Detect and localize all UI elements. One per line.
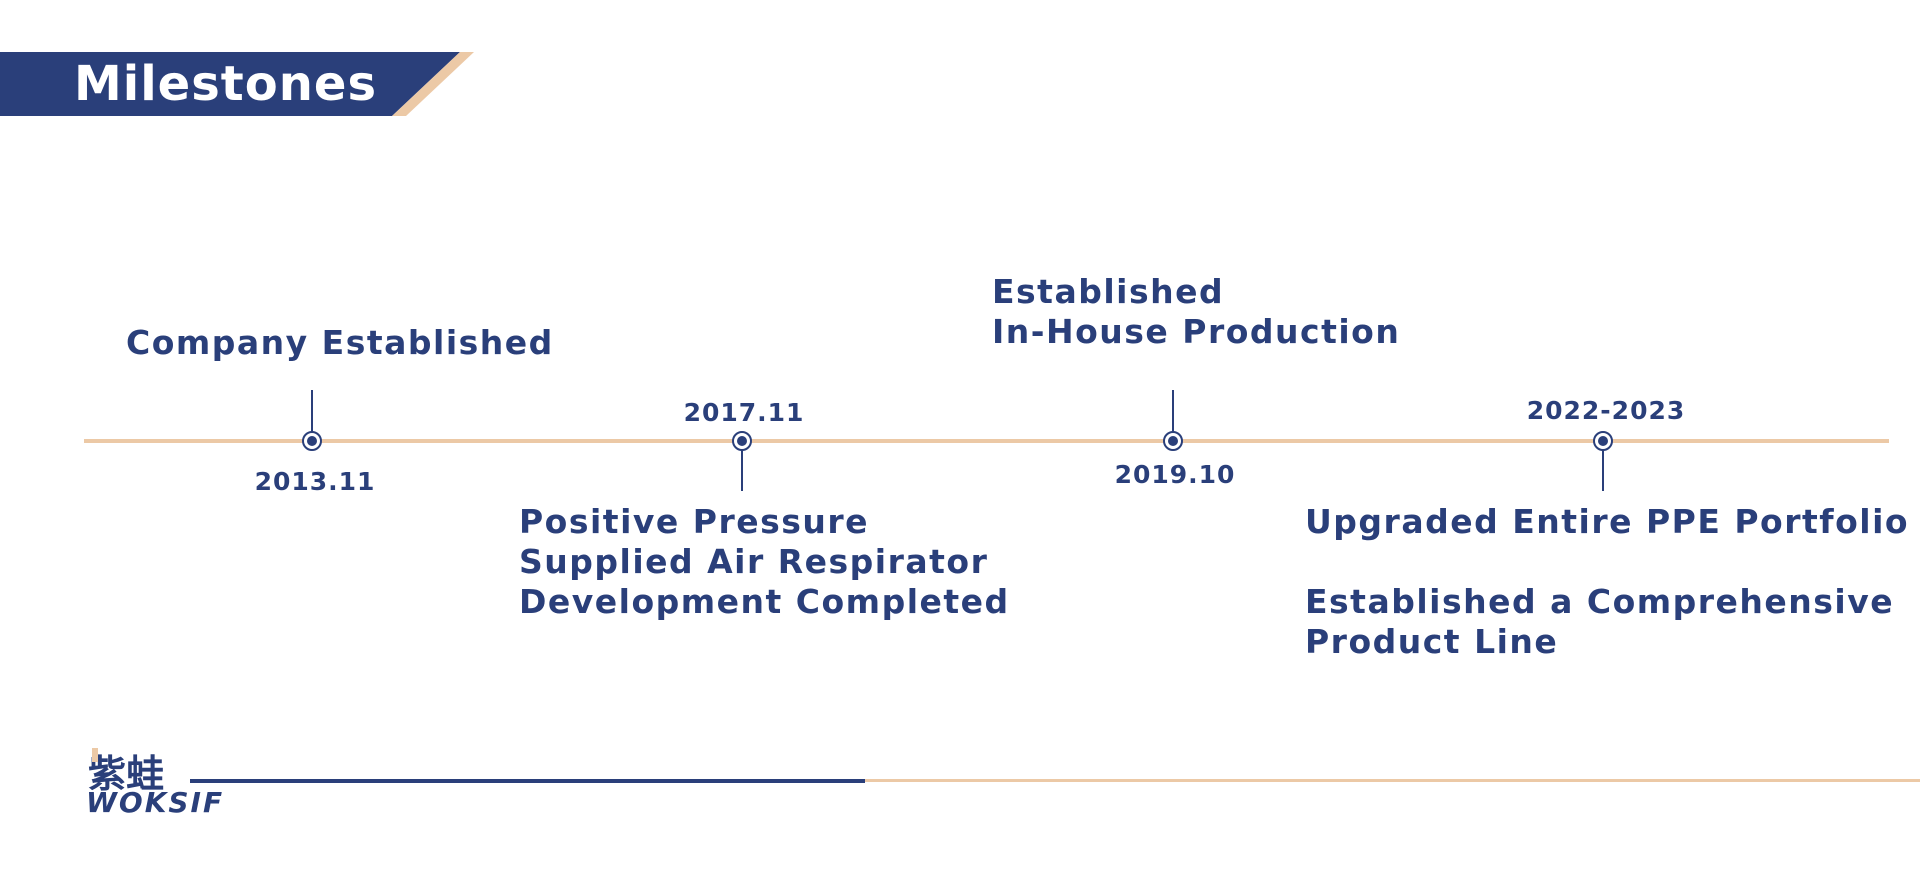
milestone-2-line-3: Development Completed	[519, 582, 1010, 621]
milestone-1-line-1: Company Established	[126, 323, 554, 362]
milestone-1-date: 2013.11	[254, 467, 376, 496]
milestone-1-stem	[311, 390, 313, 440]
milestone-2-line-2: Supplied Air Respirator	[519, 542, 989, 581]
milestone-4-node	[1593, 431, 1613, 451]
title-banner	[0, 52, 480, 116]
milestone-3-date: 2019.10	[1114, 460, 1236, 489]
milestone-4-date: 2022-2023	[1526, 396, 1686, 425]
milestone-4-line-3: Product Line	[1305, 622, 1559, 661]
milestone-2-stem	[741, 441, 743, 491]
page-title: Milestones	[74, 56, 378, 112]
logo-english-wordmark: WOKSIF	[86, 786, 225, 819]
milestone-4-line-2: Established a Comprehensive	[1305, 582, 1895, 621]
milestone-4-stem	[1602, 441, 1604, 491]
milestone-2-node	[732, 431, 752, 451]
milestone-4-line-1: Upgraded Entire PPE Portfolio	[1305, 502, 1910, 541]
milestone-2-date: 2017.11	[683, 398, 805, 427]
logo-chinese-wordmark: 紫蛙	[88, 752, 165, 796]
milestone-3-line-2: In-House Production	[992, 312, 1401, 351]
logo-accent-mark	[92, 748, 98, 762]
title-banner-shape	[0, 52, 474, 116]
milestone-3-stem	[1172, 390, 1174, 440]
milestone-2-line-1: Positive Pressure	[519, 502, 870, 541]
footer-divider-navy	[190, 779, 865, 783]
timeline-axis	[84, 439, 1889, 443]
milestone-3-line-1: Established	[992, 272, 1225, 311]
milestone-1-node	[302, 431, 322, 451]
milestone-3-event: Established In-House Production	[992, 272, 1400, 352]
milestone-4-spacer	[1305, 542, 1909, 582]
milestone-4-event: Upgraded Entire PPE Portfolio Establishe…	[1305, 502, 1909, 662]
milestone-3-node	[1163, 431, 1183, 451]
footer-divider-peach	[865, 779, 1920, 782]
milestone-1-event: Company Established	[126, 323, 554, 363]
milestone-2-event: Positive Pressure Supplied Air Respirato…	[519, 502, 1010, 622]
